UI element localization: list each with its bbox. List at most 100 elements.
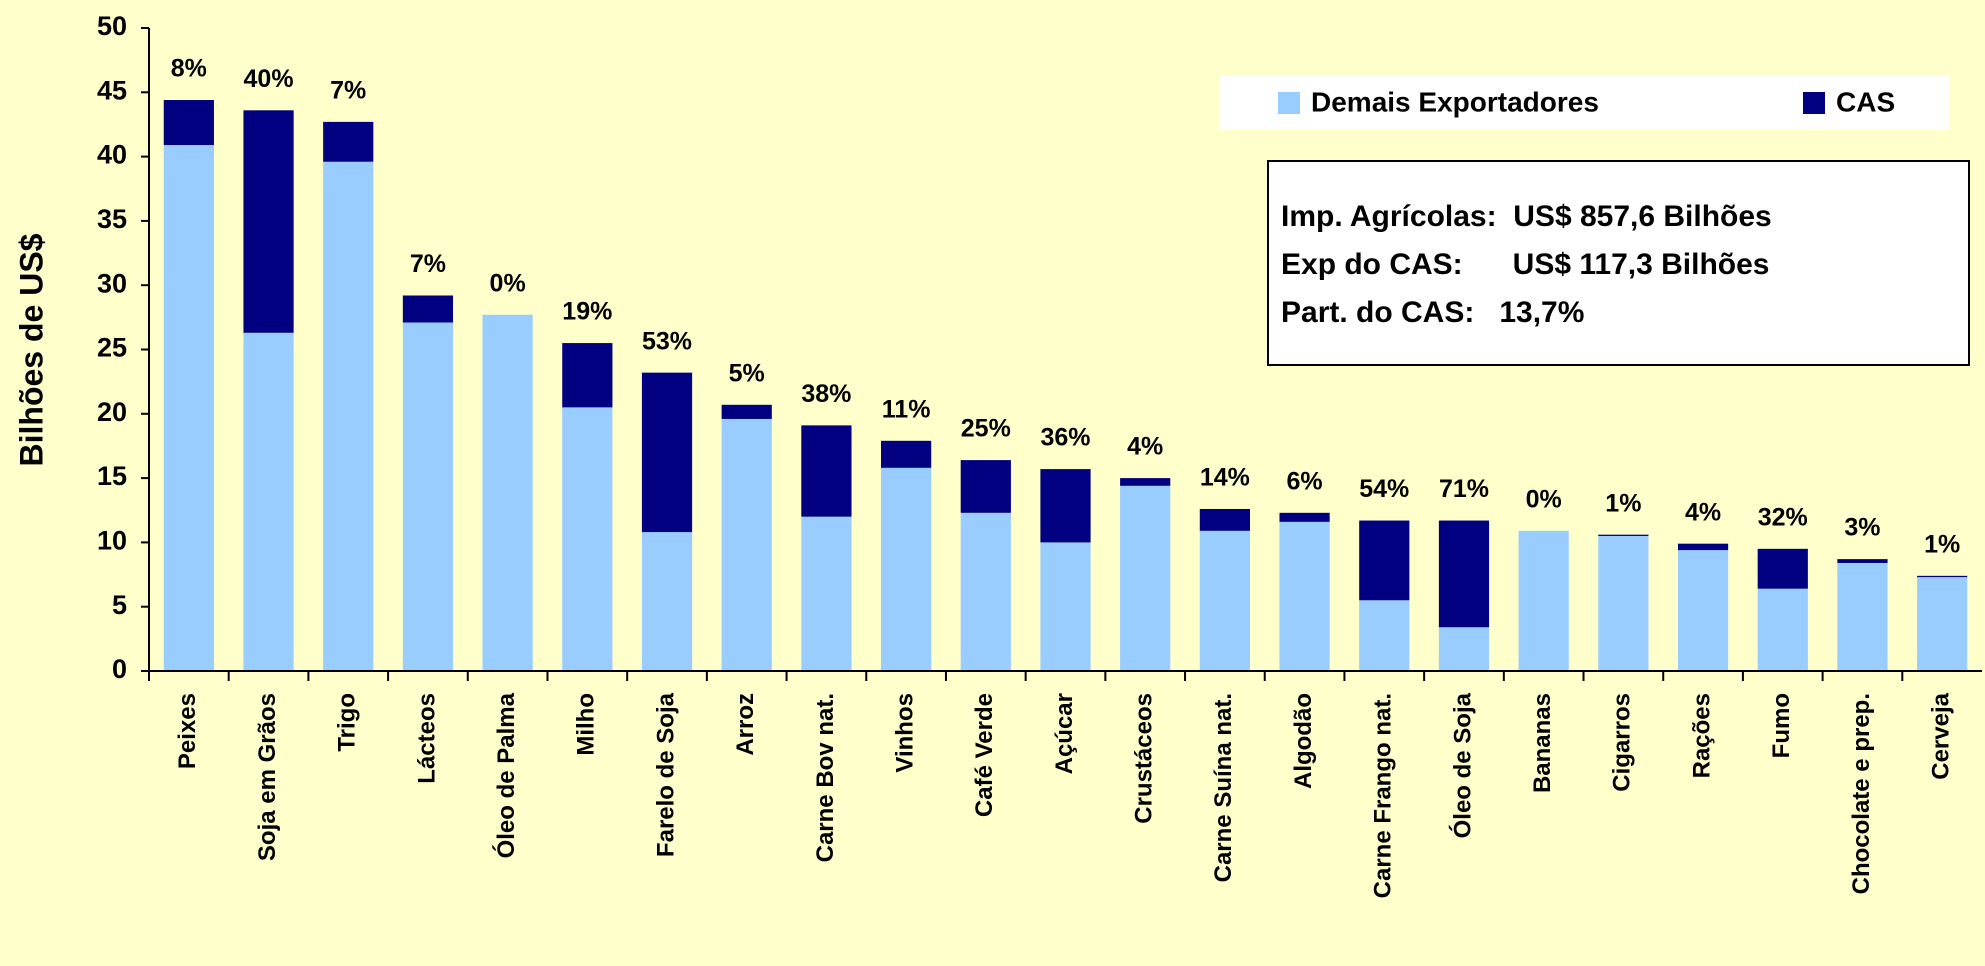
info-line: Part. do CAS: 13,7% [1281,296,1584,329]
bar-segment [402,295,454,323]
legend [1219,76,1950,130]
share-label: 32% [1758,503,1808,531]
bar-segment [1040,469,1091,543]
bar-segment [1677,543,1729,551]
share-label: 11% [882,395,931,423]
legend-swatch [1803,92,1825,114]
share-label: 4% [1127,433,1163,461]
x-tick-label: Óleo de Soja [1448,692,1476,838]
bar-segment [1837,562,1888,671]
x-tick-label: Algodão [1290,693,1317,789]
bar-segment [1917,577,1968,671]
bar-segment [1757,588,1808,671]
bar-segment [1359,520,1410,601]
x-tick-label: Peixes [174,693,201,769]
info-line: Exp do CAS: US$ 117,3 Bilhões [1281,248,1769,281]
share-label: 0% [1526,485,1562,513]
bar-segment [1279,521,1330,671]
x-tick-label: Café Verde [971,693,998,817]
bar-segment [1359,600,1410,671]
x-tick-label: Fumo [1768,693,1795,758]
share-label: 36% [1040,424,1090,452]
share-label: 19% [562,298,612,326]
x-tick-label: Milho [573,693,600,756]
bar-segment [1757,548,1808,589]
y-tick-label: 35 [97,204,127,234]
bar-segment [1677,550,1729,671]
bar-segment [801,516,852,671]
x-tick-label: Crustáceos [1131,693,1158,824]
bar-segment [1438,627,1490,671]
info-box [1267,160,1970,366]
share-label: 54% [1359,475,1409,503]
share-label: 38% [801,380,851,408]
share-label: 1% [1924,530,1960,558]
y-tick-label: 20 [97,397,127,427]
bar-segment [960,512,1011,671]
info-line: Imp. Agrícolas: US$ 857,6 Bilhões [1281,200,1772,233]
bar-segment [243,110,294,333]
bar-segment [243,332,294,671]
share-label: 7% [330,76,366,104]
share-label: 5% [729,359,765,387]
bar-segment [1438,520,1490,628]
x-tick-label: Óleo de Palma [492,692,520,858]
share-label: 1% [1605,489,1641,517]
x-tick-label: Carne Bov nat. [812,693,839,862]
legend-swatch [1278,92,1300,114]
bar-segment [1279,512,1330,522]
x-tick-label: Cigarros [1609,693,1636,792]
x-tick-label: Vinhos [891,693,918,773]
bar-segment [1837,559,1888,563]
bar-segment [641,532,693,671]
share-label: 4% [1685,498,1721,526]
bar-segment [1199,530,1250,671]
bar-segment [323,161,374,671]
x-tick-label: Trigo [334,693,361,752]
y-axis-title: Bilhões de US$ [13,233,49,466]
y-tick-label: 50 [97,11,127,41]
bar-segment [1040,542,1091,671]
bar-segment [402,322,454,671]
bar-segment [721,404,772,419]
y-tick-label: 5 [112,590,127,620]
bar-segment [1598,534,1649,536]
bar-segment [1199,508,1250,531]
y-tick-label: 25 [97,333,127,363]
share-label: 71% [1439,475,1489,503]
x-tick-label: Carne Frango nat. [1370,693,1397,898]
bar-segment [1518,530,1569,671]
legend-label: Demais Exportadores [1311,86,1599,117]
y-tick-label: 0 [112,654,127,684]
bar-segment [960,460,1011,513]
bar-segment [641,372,693,533]
bar-segment [562,407,613,671]
bar-segment [482,314,533,671]
bar-segment [562,343,613,408]
x-tick-label: Arroz [732,693,759,756]
x-tick-label: Chocolate e prep. [1848,693,1875,894]
bar-segment [801,425,852,517]
y-tick-label: 40 [97,140,127,170]
x-tick-label: Soja em Grãos [254,693,281,861]
x-tick-label: Rações [1688,693,1715,778]
x-tick-label: Carne Suína nat. [1210,693,1237,882]
x-tick-label: Lácteos [413,693,440,784]
share-label: 6% [1287,467,1323,495]
bar-segment [163,145,214,671]
bar-segment [163,100,214,146]
y-tick-label: 15 [97,461,127,491]
y-tick-label: 45 [97,75,127,105]
share-label: 40% [244,65,294,93]
bar-segment [881,467,932,671]
bar-segment [323,121,374,162]
bar-segment [1120,478,1171,486]
y-tick-label: 10 [97,526,127,556]
x-tick-label: Bananas [1529,693,1556,793]
share-label: 25% [961,415,1011,443]
bar-segment [1917,575,1968,578]
legend-label: CAS [1836,86,1895,117]
share-label: 14% [1200,464,1250,492]
share-label: 53% [642,327,692,355]
